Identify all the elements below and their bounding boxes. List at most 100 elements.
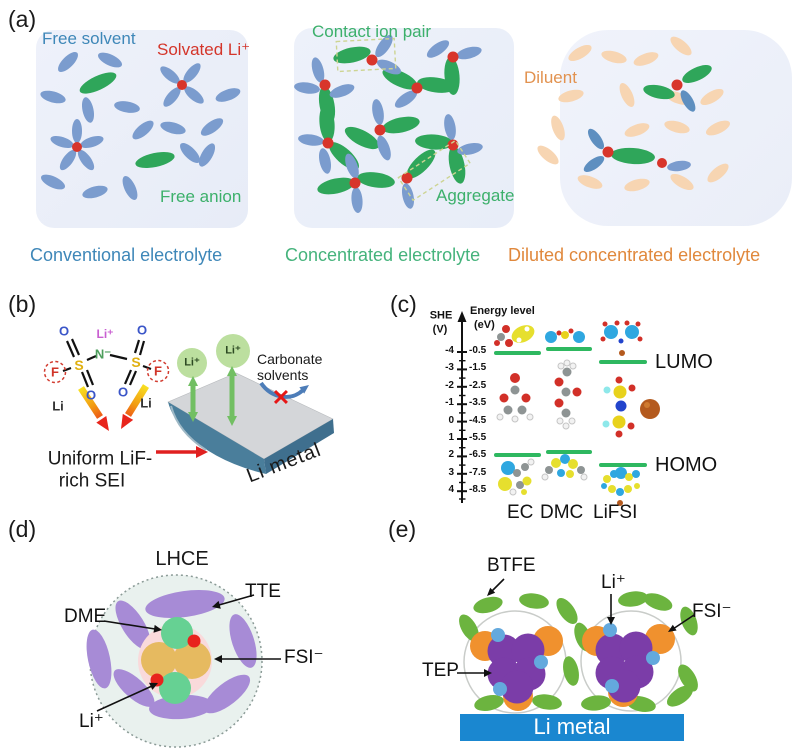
li-ion-circles — [491, 623, 660, 696]
panel-b-label: (b) — [8, 291, 37, 317]
li-plating-arrows — [190, 374, 235, 416]
tte-ellipses — [86, 589, 257, 720]
caption-conventional: Conventional electrolyte — [30, 245, 223, 265]
energy-tick: -8.5 — [469, 484, 487, 495]
conventional-electrolyte-art — [40, 52, 241, 201]
li-metal-bar — [460, 714, 684, 741]
fluorine-atom-label: F — [154, 363, 162, 379]
fluorine-atom-label: F — [51, 364, 59, 380]
energy-tick: -4.5 — [469, 415, 487, 426]
diluent-ellipses — [537, 36, 731, 192]
carbonate-label-line2: solvents — [257, 367, 309, 383]
lumo-level-ec — [494, 351, 541, 355]
aggregate-cluster — [583, 128, 691, 173]
lifsi-label: LiFSI — [593, 502, 638, 523]
btfe-label: BTFE — [487, 555, 536, 576]
lif-formation-arrow — [78, 386, 103, 419]
panel-e-label: (e) — [388, 516, 417, 542]
free-anion-ellipses — [79, 72, 175, 169]
ion-pair-cluster — [643, 65, 712, 112]
sei-caption-line1: Uniform LiF- — [47, 448, 153, 470]
energy-tick: -1.5 — [469, 362, 487, 373]
homo-level-ec — [494, 453, 541, 457]
li-ion-label: Li⁺ — [601, 572, 626, 593]
homo-level-lifsi — [599, 463, 647, 467]
free-anion-label: Free anion — [160, 187, 242, 206]
fluorine-highlight-circle — [146, 359, 170, 383]
she-tick: 3 — [448, 467, 454, 478]
contact-ion-pair-outline — [335, 37, 397, 73]
energy-tick: -6.5 — [469, 449, 487, 460]
tte-label: TTE — [245, 581, 281, 602]
fluorine-highlight-circle — [43, 360, 67, 384]
lumo-label: LUMO — [655, 351, 713, 373]
fsi-label: FSI⁻ — [284, 647, 324, 668]
energy-tick: -0.5 — [469, 345, 487, 356]
carbonate-blocked-arrow — [259, 381, 305, 399]
contact-ion-pair-label: Contact ion pair — [312, 22, 432, 41]
lifsi-molecule — [602, 376, 660, 438]
she-tick: -1 — [445, 397, 454, 408]
caption-concentrated: Concentrated electrolyte — [285, 245, 481, 265]
solvated-li-label: Solvated Li⁺ — [157, 40, 251, 59]
she-tick: -3 — [445, 362, 454, 373]
nitrogen-atom-label: N⁻ — [94, 346, 112, 362]
dmc-molecule — [554, 359, 582, 430]
sulfur-atom-label: S — [74, 357, 84, 373]
she-tick: 0 — [448, 415, 454, 426]
energy-tick: -5.5 — [469, 432, 487, 443]
tep-circles — [487, 631, 654, 704]
li-atom-sphere — [640, 399, 660, 419]
solvated-li-cluster — [50, 119, 104, 171]
lifsi-lumo-molecule — [600, 320, 643, 356]
lif-formation-arrow — [125, 384, 149, 417]
li-ion-label: Li⁺ — [79, 711, 104, 732]
dmc-label: DMC — [540, 502, 584, 523]
panel-e-annotation-arrows — [457, 578, 695, 674]
aggregate-label: Aggregate — [436, 186, 515, 205]
li-metal-slab-art — [167, 334, 334, 474]
dmc-homo-molecule — [541, 454, 588, 481]
energy-tick: -3.5 — [469, 397, 487, 408]
panel-c-label: (c) — [390, 291, 417, 317]
sei-caption-line2: rich SEI — [58, 470, 126, 492]
li-product-label: Li — [140, 395, 152, 411]
oxygen-atom-label: O — [58, 323, 70, 339]
li-ion-sphere — [177, 348, 207, 378]
oxygen-atom-label: O — [117, 384, 129, 400]
energy-levels — [494, 347, 647, 467]
dmc-lumo-molecule — [545, 328, 585, 343]
she-axis-title: SHE — [429, 309, 453, 322]
blocked-cross-icon: ✕ — [271, 385, 291, 410]
lifsi-molecule-art — [43, 338, 208, 458]
oxygen-atom-label: O — [136, 322, 148, 338]
li-metal-right-face — [264, 419, 334, 474]
concentrated-electrolyte-art — [294, 34, 483, 213]
solvated-li-cluster — [160, 63, 204, 107]
energy-axis — [457, 311, 467, 503]
diluent-label: Diluent — [524, 68, 577, 87]
li-metal-bar-label: Li metal — [533, 714, 611, 739]
she-tick: 1 — [448, 432, 454, 443]
lhce-title: LHCE — [155, 548, 209, 570]
diluted-electrolyte-art — [537, 36, 731, 192]
free-solvent-label: Free solvent — [42, 29, 136, 48]
sulfur-atom-label: S — [131, 354, 141, 370]
solvation-sheath-art — [457, 578, 698, 741]
panel-a-label: (a) — [8, 6, 37, 32]
lumo-level-dmc — [546, 347, 592, 351]
she-tick: -4 — [445, 345, 454, 356]
energy-tick: -7.5 — [469, 467, 487, 478]
li-product-label: Li — [52, 398, 64, 414]
panel-d-label: (d) — [8, 516, 37, 542]
li-ion-label: Li⁺ — [96, 327, 114, 341]
ec-lumo-molecule — [494, 325, 535, 347]
ec-homo-molecule — [498, 458, 535, 496]
tep-label: TEP — [422, 660, 459, 681]
carbonate-label-line1: Carbonate — [257, 351, 323, 367]
ec-label: EC — [507, 502, 534, 523]
ec-molecule — [496, 373, 534, 423]
dme-molecule — [159, 672, 191, 704]
